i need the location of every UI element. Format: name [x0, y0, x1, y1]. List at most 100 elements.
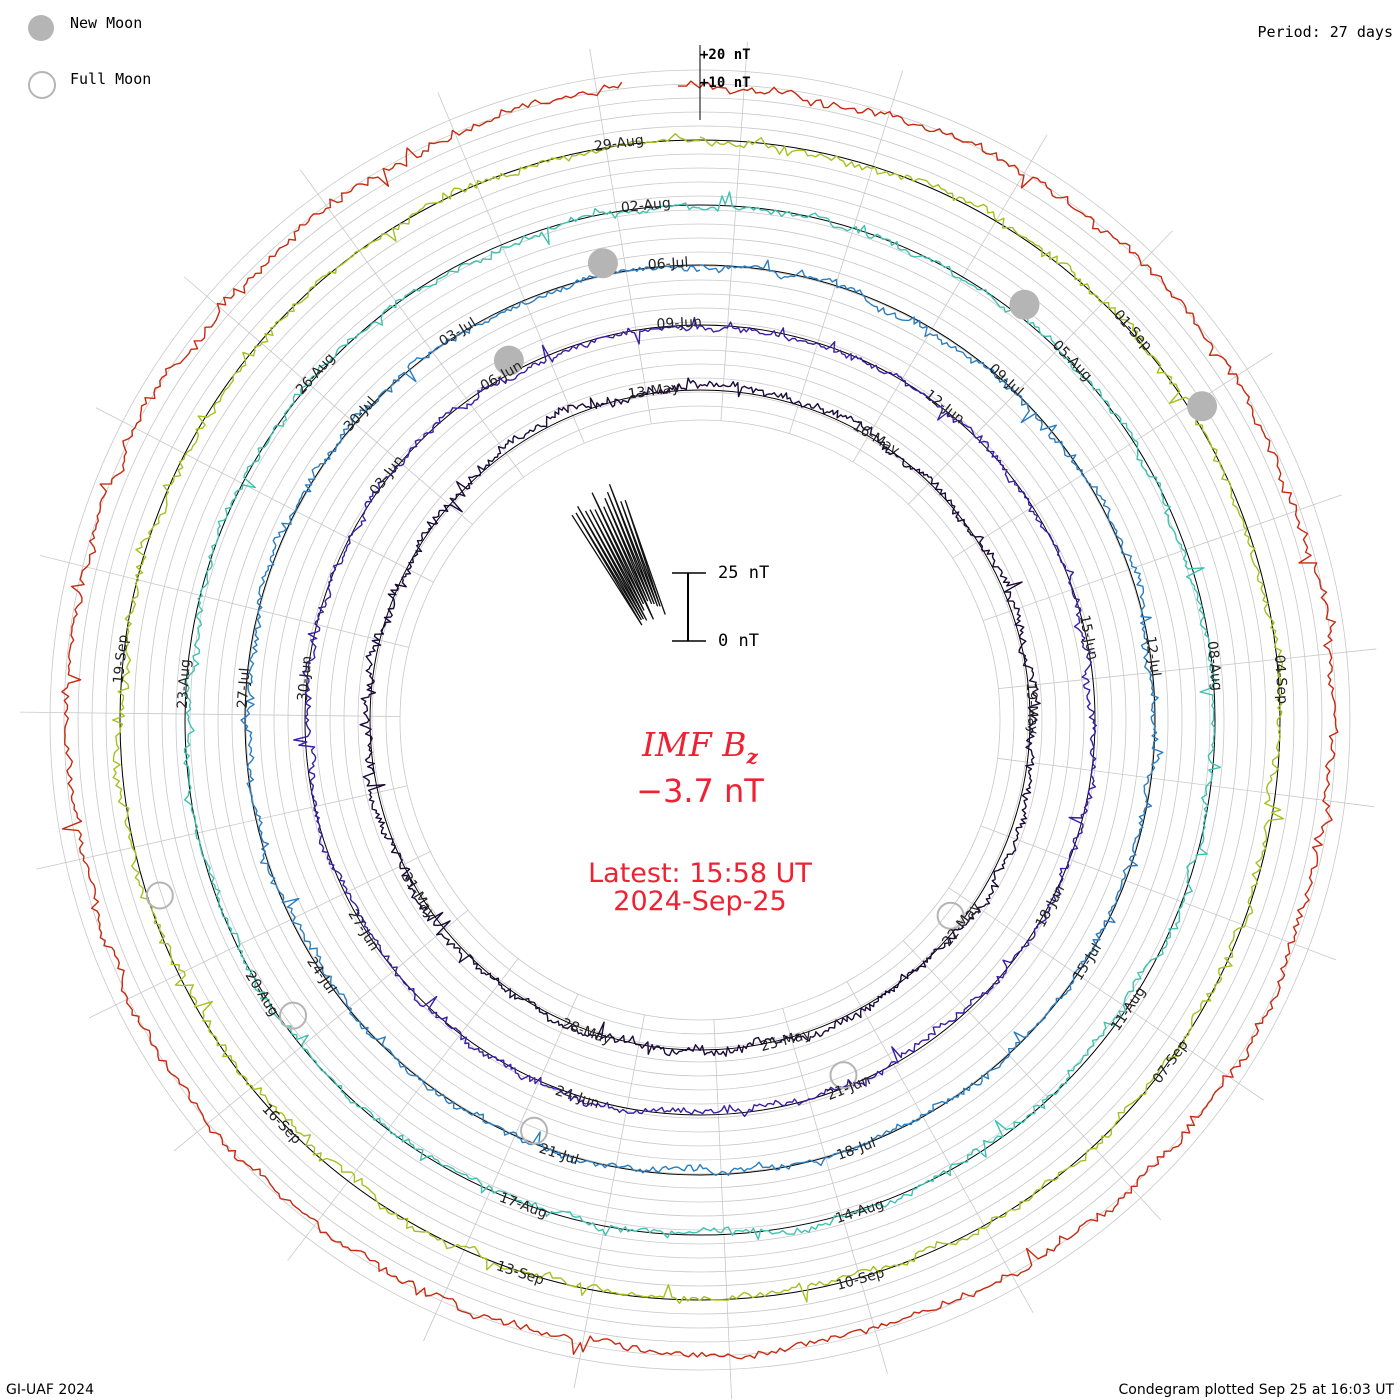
grid-spoke	[720, 41, 748, 421]
new-moon-marker	[587, 248, 618, 279]
full-moon-marker	[145, 881, 174, 910]
date-label: 27-Jul	[235, 667, 254, 709]
bz-trace-rotation-5	[61, 80, 1339, 1360]
date-label: 18-Jul	[835, 1135, 879, 1164]
grid-spoke	[908, 230, 1173, 505]
date-label: 04-Sep	[1271, 654, 1290, 704]
new-moon-legend-icon	[28, 15, 54, 41]
imf-value: −3.7 nT	[636, 772, 764, 810]
grid-ring	[203, 223, 1197, 1217]
scale-bar-bottom-label: 0 nT	[718, 631, 759, 651]
grid-ring	[259, 279, 1141, 1161]
date-label: 12-Jun	[922, 387, 968, 428]
scale-plus20-label: +20 nT	[700, 47, 751, 63]
date-label: 14-Aug	[834, 1196, 886, 1227]
date-label: 10-Sep	[835, 1265, 887, 1294]
moon-markers	[145, 248, 1218, 1145]
date-label: 02-Aug	[620, 195, 671, 216]
full-moon-legend-label: Full Moon	[70, 70, 152, 88]
grid-spoke	[980, 825, 1337, 961]
imf-title: IMF Bz	[450, 725, 950, 769]
date-label: 28-May	[559, 1016, 613, 1049]
new-moon-legend-label: New Moon	[70, 14, 143, 32]
grid-spoke	[852, 134, 1048, 463]
date-label: 06-Jul	[647, 255, 689, 274]
grid-spoke	[36, 785, 408, 870]
scale-plus10-label: +10 nT	[700, 75, 751, 91]
grid-ring	[217, 237, 1183, 1203]
grid-spoke	[20, 711, 401, 717]
bz-trace-rotation-0	[359, 377, 1041, 1057]
bz-trace-rotation-4	[111, 132, 1285, 1305]
grid-ring	[399, 419, 1001, 1021]
date-label: 09-Jun	[656, 314, 702, 332]
grid-ring	[133, 153, 1267, 1287]
period-label: Period: 27 days	[1257, 23, 1393, 41]
bz-trace-rotation-1	[293, 316, 1098, 1118]
grid-spoke	[183, 276, 473, 525]
grid-ring	[357, 377, 1043, 1063]
grid-spoke	[903, 940, 1162, 1221]
new-moon-marker	[1009, 289, 1040, 320]
grid-ring	[315, 335, 1085, 1105]
date-label: 09-Jul	[985, 361, 1026, 400]
scale-bar-top-label: 25 nT	[718, 563, 770, 583]
grid-ring	[343, 363, 1057, 1077]
date-label: 30-Jun	[295, 655, 316, 702]
imf-title-main: IMF B	[642, 725, 747, 764]
grid-ring	[77, 97, 1323, 1343]
full-moon-marker	[829, 1061, 858, 1090]
grid-spoke	[788, 70, 903, 434]
baseline-ring	[304, 324, 1096, 1116]
grid-ring	[371, 391, 1029, 1049]
date-label: 13-May	[627, 380, 681, 403]
grid-ring	[385, 405, 1015, 1035]
bz-traces	[61, 80, 1339, 1360]
date-label: 03-Jul	[436, 315, 479, 350]
grid-spoke	[40, 555, 410, 648]
grid-spoke	[95, 407, 434, 583]
grid-ring	[287, 307, 1113, 1133]
date-label: 08-Aug	[1204, 640, 1225, 691]
new-moon-marker	[1187, 391, 1218, 422]
grid-spoke	[299, 169, 524, 478]
grid-spoke	[589, 48, 652, 425]
grid-ring	[105, 125, 1295, 1315]
baseline-ring	[184, 204, 1216, 1236]
full-moon-marker	[520, 1116, 549, 1145]
grid-ring	[175, 195, 1225, 1245]
grid-spoke	[713, 1019, 733, 1400]
date-label: 19-Sep	[111, 634, 132, 685]
full-moon-legend-icon	[28, 71, 56, 99]
latest-time: Latest: 15:58 UT	[588, 858, 812, 889]
date-label: 21-Jul	[537, 1141, 581, 1169]
grid-spoke	[782, 1008, 888, 1374]
grid-spoke	[952, 352, 1273, 559]
grid-spoke	[998, 648, 1377, 690]
grid-spoke	[423, 993, 579, 1342]
grid-ring	[329, 349, 1071, 1091]
latest-date: 2024-Sep-25	[613, 886, 787, 917]
grid-spoke	[846, 981, 1034, 1314]
grid-spoke	[573, 1014, 645, 1389]
full-moon-marker	[936, 901, 965, 930]
date-label: 12-Jul	[1142, 635, 1163, 677]
date-label: 05-Aug	[1049, 337, 1095, 384]
grid-ring	[161, 181, 1239, 1259]
date-label: 21-Jun	[825, 1072, 873, 1104]
grid-ring	[301, 321, 1099, 1119]
grid-spoke	[997, 757, 1375, 808]
new-moon-marker	[493, 345, 524, 376]
date-label: 15-Jun	[1076, 614, 1101, 662]
date-label: 03-Jun	[367, 453, 408, 499]
footer-plotted: Condegram plotted Sep 25 at 16:03 UT	[1118, 1382, 1394, 1398]
grid-spoke	[173, 909, 469, 1152]
grid-ring	[147, 167, 1253, 1273]
date-label: 13-Sep	[494, 1258, 546, 1288]
date-label: 15-Jul	[1070, 941, 1105, 984]
date-labels: 13-May16-May19-May22-May25-May28-May31-M…	[111, 132, 1291, 1294]
grid-spoke	[88, 851, 431, 1019]
grid-ring	[273, 293, 1127, 1147]
grid-spoke	[982, 494, 1342, 622]
